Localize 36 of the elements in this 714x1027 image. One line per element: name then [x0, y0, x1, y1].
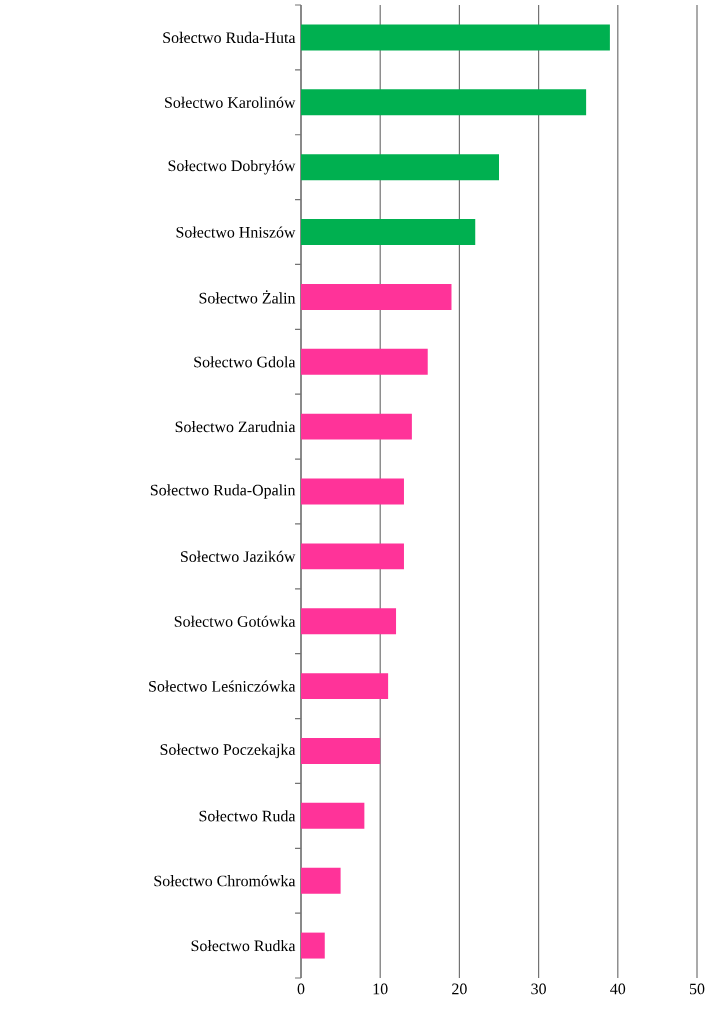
bar [301, 24, 610, 51]
y-tick-label: Sołectwo Chromówka [154, 875, 296, 887]
x-tick-label: 50 [689, 983, 705, 995]
bar [301, 348, 428, 375]
bar [301, 154, 499, 181]
bar [301, 608, 397, 635]
bar [301, 738, 381, 764]
bar [301, 283, 452, 310]
y-tick-label: Sołectwo Zarudnia [175, 421, 296, 433]
y-tick-label: Sołectwo Poczekajka [160, 743, 296, 759]
bar [301, 219, 476, 246]
y-tick-label: Sołectwo Jazików [181, 550, 296, 562]
bar [301, 543, 404, 570]
x-tick-label: 20 [452, 983, 467, 995]
x-tick-label: 0 [297, 983, 305, 995]
bar [301, 413, 412, 440]
y-tick-label: Sołectwo Żalin [199, 290, 296, 304]
y-tick-label: Sołectwo Gotówka [174, 615, 296, 627]
x-tick-label: 40 [610, 983, 626, 995]
y-tick-label: Sołectwo Karolinów [165, 96, 296, 108]
y-tick-label: Sołectwo Ruda-Huta [163, 31, 296, 44]
bar [301, 867, 341, 894]
x-tick-label: 10 [373, 983, 388, 995]
y-tick-label: Sołectwo Hniszów [176, 226, 296, 238]
bar [301, 802, 365, 829]
y-tick-label: Sołectwo Ruda-Opalin [150, 484, 296, 499]
y-tick-label: Sołectwo Leśniczówka [149, 680, 296, 692]
bar [301, 932, 325, 959]
y-tick-label: Sołectwo Gdola [194, 356, 296, 368]
y-tick-label: Sołectwo Ruda [199, 810, 296, 822]
bar [301, 673, 389, 700]
x-tick-label: 30 [531, 983, 546, 995]
bar [301, 478, 404, 505]
y-tick-label: Sołectwo Dobryłów [168, 159, 296, 175]
y-tick-label: Sołectwo Rudka [191, 939, 296, 952]
bar [301, 89, 587, 116]
